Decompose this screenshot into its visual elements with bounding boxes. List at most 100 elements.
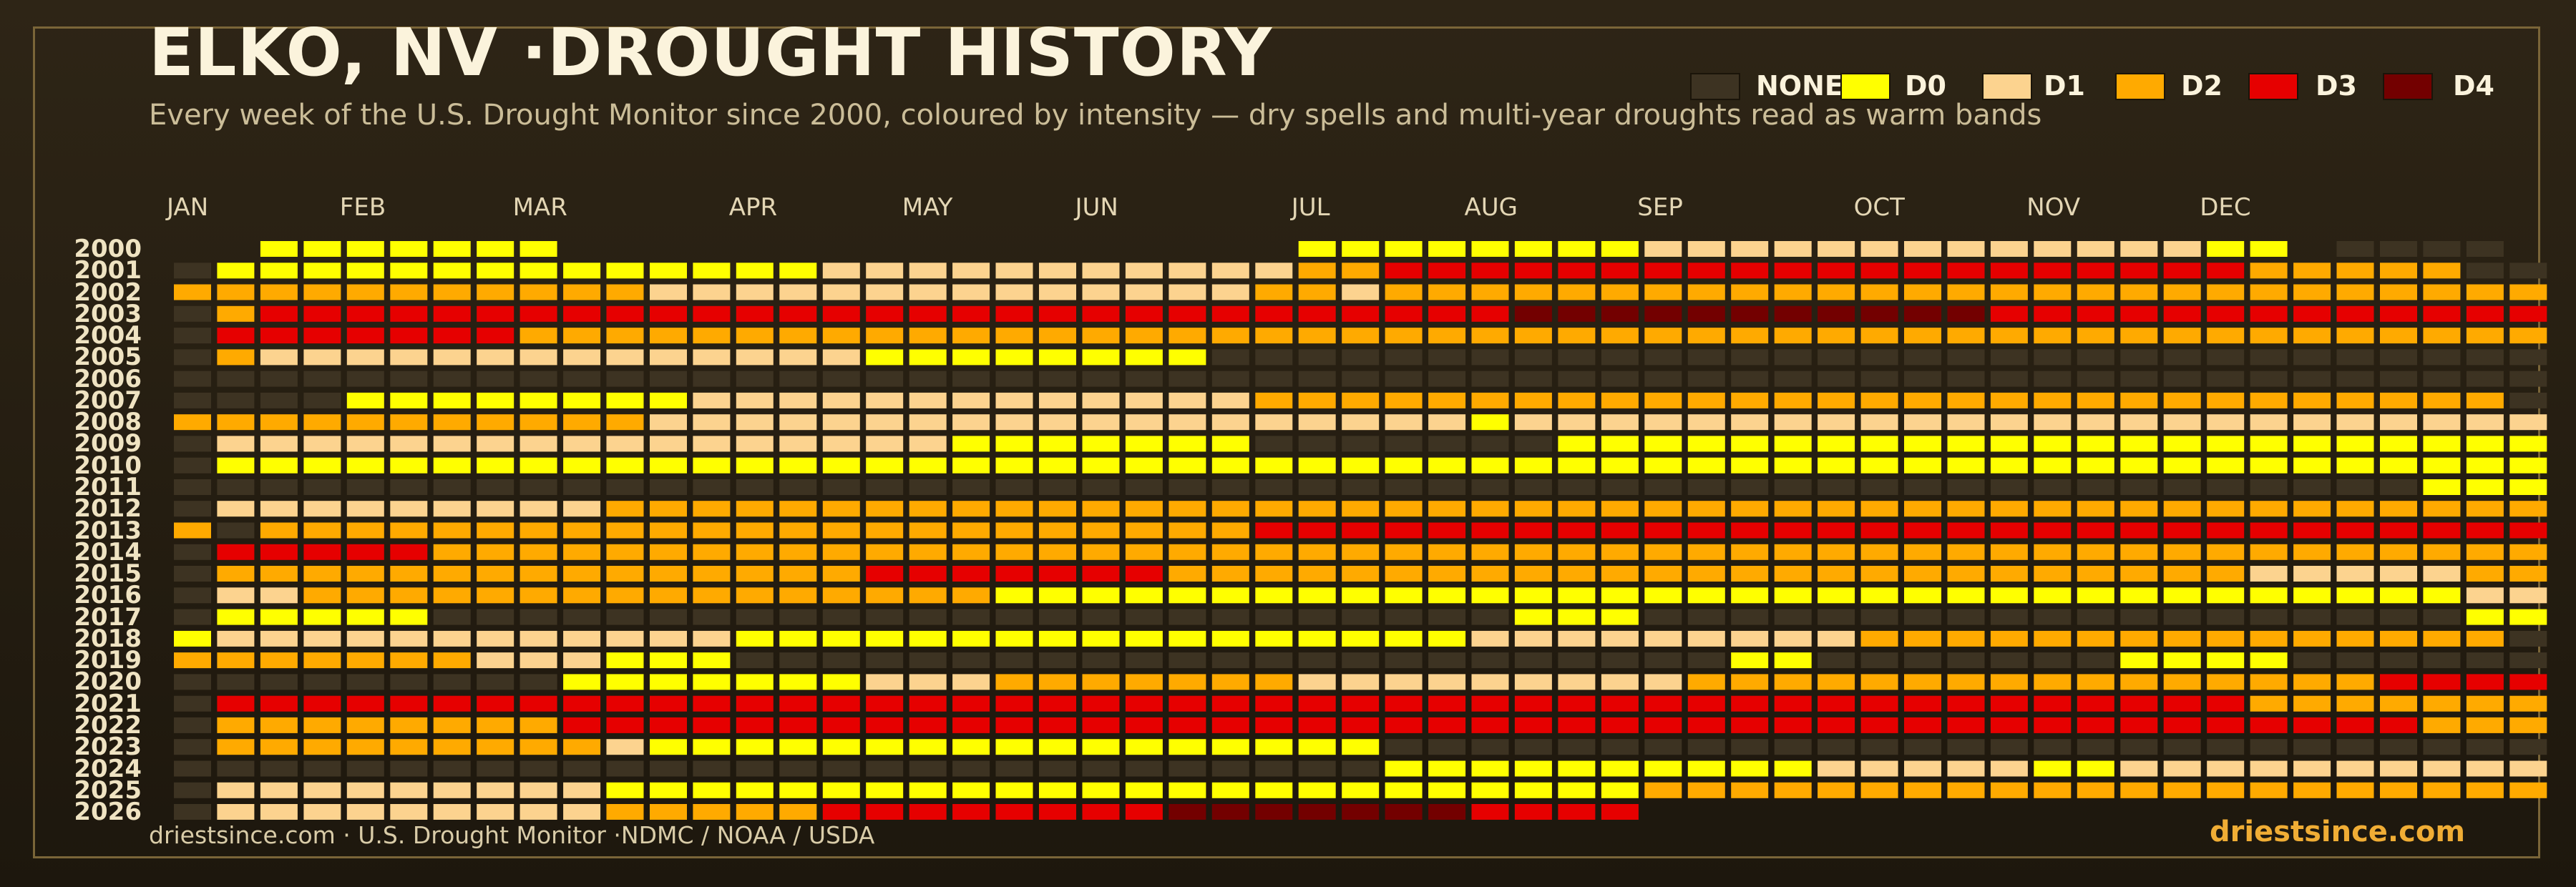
cell-2004-w45 (2077, 328, 2114, 344)
cell-2006-w23 (1125, 371, 1163, 387)
cell-2020-w35 (1644, 674, 1682, 690)
cell-2025-w5 (346, 782, 384, 798)
cell-2015-w21 (1039, 566, 1076, 582)
cell-2008-w33 (1558, 414, 1596, 431)
cell-2004-w46 (2120, 328, 2158, 344)
cell-2011-w41 (1904, 479, 1941, 495)
cell-2022-w18 (909, 717, 947, 733)
cell-2011-w40 (1860, 479, 1898, 495)
cell-2008-w50 (2293, 414, 2331, 431)
cell-2004-w7 (433, 328, 471, 344)
cell-2018-w39 (1818, 630, 1855, 647)
cell-2001-w35 (1644, 263, 1682, 279)
cell-2022-w2 (217, 717, 255, 733)
cell-2004-w13 (693, 328, 731, 344)
cell-2024-w30 (1428, 760, 1466, 777)
cell-2010-w51 (2336, 457, 2374, 474)
cell-2014-w11 (606, 544, 644, 560)
cell-2022-w55 (2509, 717, 2547, 733)
cell-2022-w5 (346, 717, 384, 733)
cell-2007-w29 (1385, 392, 1423, 408)
cell-2008-w29 (1385, 414, 1423, 431)
month-label: DEC (2200, 193, 2251, 222)
cell-2006-w53 (2423, 371, 2461, 387)
cell-2008-w3 (260, 414, 298, 431)
cell-2016-w54 (2466, 587, 2504, 604)
cell-2026-w19 (952, 804, 990, 820)
cell-2010-w36 (1687, 457, 1725, 474)
cell-2001-w32 (1514, 263, 1552, 279)
cell-2002-w23 (1125, 284, 1163, 300)
cell-2003-w42 (1947, 305, 1985, 322)
cell-2017-w47 (2163, 609, 2201, 625)
cell-2026-w6 (390, 804, 428, 820)
cell-2018-w48 (2207, 630, 2245, 647)
cell-2006-w41 (1904, 371, 1941, 387)
brand-link[interactable]: driestsince.com (2209, 815, 2465, 848)
cell-2009-w25 (1211, 436, 1249, 452)
cell-2002-w30 (1428, 284, 1466, 300)
cell-2012-w25 (1211, 501, 1249, 517)
cell-2010-w35 (1644, 457, 1682, 474)
cell-2023-w25 (1211, 739, 1249, 755)
cell-2019-w32 (1514, 652, 1552, 669)
cell-2015-w34 (1601, 566, 1639, 582)
month-label: AUG (1464, 193, 1518, 222)
cell-2006-w52 (2380, 371, 2417, 387)
cell-2011-w53 (2423, 479, 2461, 495)
cell-2002-w43 (1990, 284, 2028, 300)
cell-2018-w15 (779, 630, 817, 647)
cell-2023-w35 (1644, 739, 1682, 755)
cell-2005-w39 (1818, 349, 1855, 366)
cell-2022-w49 (2250, 717, 2288, 733)
cell-2026-w31 (1471, 804, 1509, 820)
cell-2019-w38 (1774, 652, 1812, 669)
cell-2004-w52 (2380, 328, 2417, 344)
cell-2004-w4 (303, 328, 341, 344)
cell-2015-w45 (2077, 566, 2114, 582)
cell-2020-w37 (1731, 674, 1769, 690)
cell-2003-w43 (1990, 305, 2028, 322)
cell-2014-w52 (2380, 544, 2417, 560)
cell-2013-w42 (1947, 522, 1985, 539)
cell-2011-w37 (1731, 479, 1769, 495)
cell-2014-w21 (1039, 544, 1076, 560)
cell-2021-w51 (2336, 695, 2374, 712)
cell-2015-w52 (2380, 566, 2417, 582)
cell-2007-w15 (779, 392, 817, 408)
cell-2021-w27 (1298, 695, 1336, 712)
cell-2020-w36 (1687, 674, 1725, 690)
cell-2003-w27 (1298, 305, 1336, 322)
cell-2000-w4 (303, 241, 341, 257)
cell-2022-w35 (1644, 717, 1682, 733)
cell-2000-w31 (1471, 241, 1509, 257)
year-label: 2010 (74, 451, 142, 480)
cell-2007-w28 (1342, 392, 1380, 408)
cell-2002-w25 (1211, 284, 1249, 300)
cell-2012-w2 (217, 501, 255, 517)
cell-2014-w4 (303, 544, 341, 560)
row-2004 (174, 328, 2547, 344)
row-2016 (174, 587, 2547, 604)
cell-2024-w40 (1860, 760, 1898, 777)
cell-2005-w6 (390, 349, 428, 366)
year-label: 2009 (74, 429, 142, 459)
cell-2013-w5 (346, 522, 384, 539)
cell-2021-w24 (1169, 695, 1206, 712)
cell-2017-w19 (952, 609, 990, 625)
cell-2016-w18 (909, 587, 947, 604)
cell-2011-w15 (779, 479, 817, 495)
cell-2001-w34 (1601, 263, 1639, 279)
cell-2004-w3 (260, 328, 298, 344)
cell-2000-w9 (519, 241, 557, 257)
cell-2021-w44 (2034, 695, 2072, 712)
cell-2013-w25 (1211, 522, 1249, 539)
cell-2022-w21 (1039, 717, 1076, 733)
year-label: 2020 (74, 667, 142, 697)
cell-2003-w17 (866, 305, 904, 322)
cell-2018-w26 (1255, 630, 1293, 647)
cell-2021-w7 (433, 695, 471, 712)
cell-2022-w9 (519, 717, 557, 733)
cell-2012-w49 (2250, 501, 2288, 517)
cell-2024-w19 (952, 760, 990, 777)
